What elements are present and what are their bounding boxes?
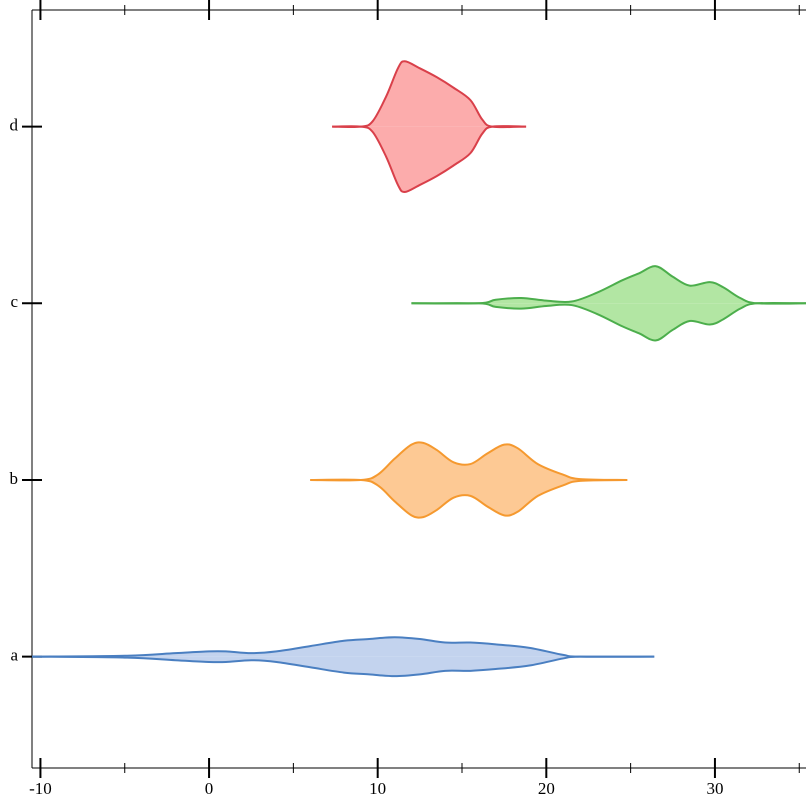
- violin-outline: [411, 301, 807, 342]
- violin-fill: [332, 61, 527, 128]
- y-tick-label: b: [10, 469, 19, 488]
- violin-fill: [310, 442, 628, 481]
- violin-outline: [332, 125, 527, 193]
- violin-fill: [32, 656, 655, 677]
- x-tick-label: 0: [205, 779, 214, 798]
- x-tick-label: -10: [29, 779, 52, 798]
- violin-fill: [310, 479, 628, 518]
- violin-fill: [411, 302, 806, 341]
- y-tick-label: a: [10, 646, 18, 665]
- y-tick-label: d: [10, 116, 19, 135]
- violin-fill: [332, 126, 527, 192]
- y-tick-label: c: [10, 292, 18, 311]
- violin-outline: [310, 441, 628, 482]
- violin-outline: [332, 60, 527, 129]
- violin-outline: [31, 655, 655, 678]
- violin-outline: [310, 478, 628, 519]
- violin-outline: [411, 265, 807, 305]
- x-tick-label: 30: [706, 779, 723, 798]
- x-tick-label: 20: [538, 779, 555, 798]
- violin-fill: [32, 637, 655, 657]
- x-tick-label: 10: [369, 779, 386, 798]
- violin-outline: [31, 636, 655, 658]
- violin-fill: [411, 266, 806, 304]
